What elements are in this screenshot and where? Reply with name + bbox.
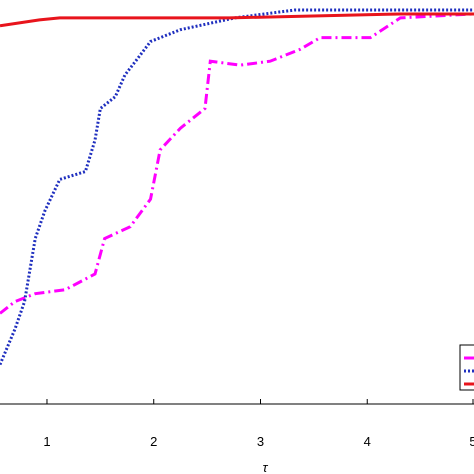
legend-box xyxy=(459,344,474,391)
x-tick-label: 3 xyxy=(257,434,264,449)
x-tick-label: 2 xyxy=(150,434,157,449)
series-line xyxy=(0,8,474,366)
series-line xyxy=(0,12,474,28)
x-tick-label: 5 xyxy=(469,434,474,449)
x-axis-label: τ xyxy=(263,460,269,474)
series-line xyxy=(0,12,474,315)
x-tick-label: 4 xyxy=(364,434,371,449)
x-tick-label: 1 xyxy=(43,434,50,449)
